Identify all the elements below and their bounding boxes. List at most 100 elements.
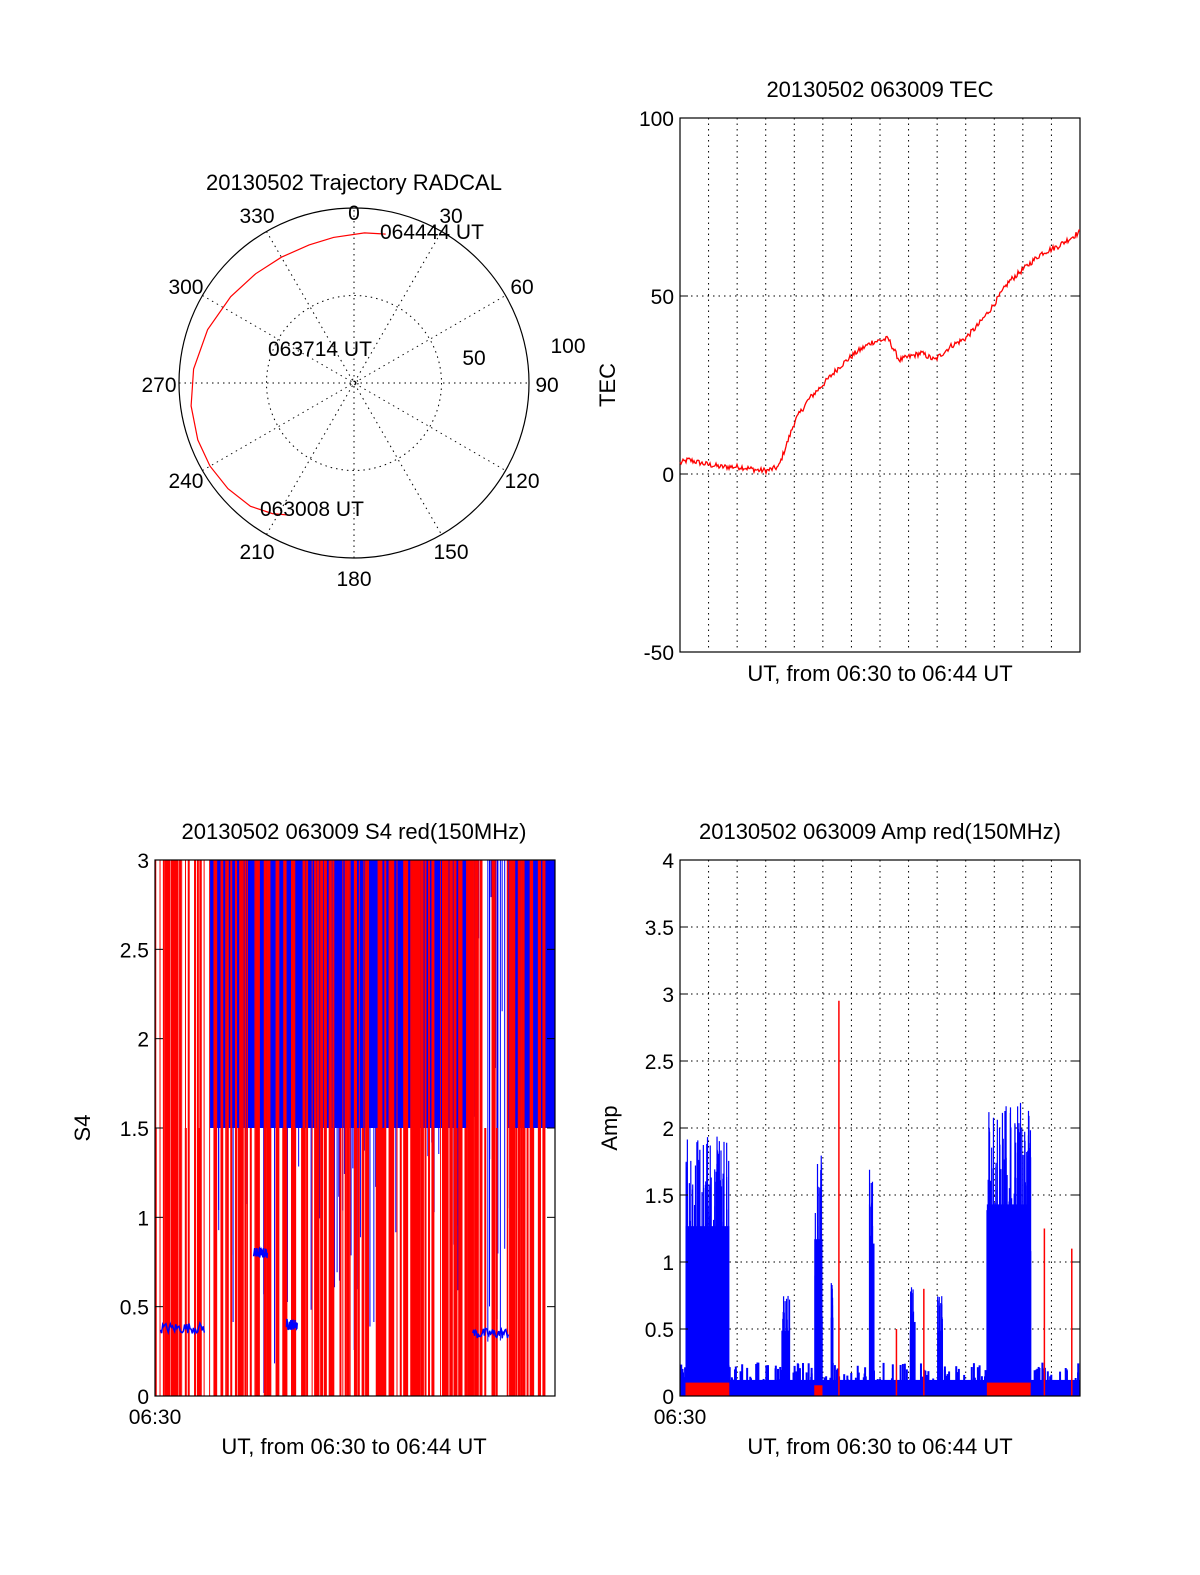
s4-series-traces [154, 860, 555, 1396]
amp-ytick-4: 4 [662, 850, 674, 873]
s4-red-spike [466, 860, 468, 1396]
s4-red-spike [442, 860, 446, 1396]
s4-red-spike [167, 860, 170, 1396]
s4-red-spike [275, 860, 277, 1396]
tec-y-tick-labels: 100 50 0 -50 [639, 108, 1080, 665]
annotation-start-time: 063008 UT [260, 498, 364, 521]
radial-label-100: 100 [550, 335, 585, 358]
amp-blue-burst-fill-5 [910, 1321, 916, 1396]
polar-angle-label-180: 180 [336, 568, 371, 591]
s4-red-spike [510, 860, 514, 1396]
s4-red-spike [530, 860, 534, 1396]
s4-red-spike [379, 860, 383, 1396]
polar-angle-label-90: 90 [535, 374, 558, 397]
s4-red-spike [449, 860, 451, 1396]
s4-x-axis-label: UT, from 06:30 to 06:44 UT [221, 1434, 486, 1459]
s4-red-spike [458, 860, 461, 1396]
s4-red-spike [453, 860, 457, 1396]
s4-red-spike [349, 860, 351, 1396]
trajectory-track-line [190, 232, 386, 516]
s4-red-spike [187, 860, 190, 1396]
s4-red-spike [403, 860, 407, 1396]
tec-ytick-50: 50 [651, 286, 674, 309]
polar-angle-label-30: 30 [439, 205, 462, 228]
s4-red-spike [444, 860, 448, 1396]
amp-blue-burst-fill-7 [986, 1204, 1031, 1396]
s4-red-spike [365, 860, 368, 1396]
s4-x-start-label: 06:30 [129, 1406, 182, 1429]
s4-red-spike [491, 860, 495, 1396]
s4-red-spike [363, 860, 365, 1396]
s4-red-spike [544, 860, 546, 1396]
s4-ytick-3: 3 [137, 850, 149, 873]
s4-ytick-1: 1 [137, 1207, 149, 1230]
s4-red-spike [459, 860, 461, 1396]
tec-x-axis-label: UT, from 06:30 to 06:44 UT [747, 661, 1012, 686]
s4-red-spike [410, 860, 414, 1396]
polar-angle-label-300: 300 [168, 276, 203, 299]
s4-red-spike [509, 860, 512, 1396]
s4-red-spike [520, 860, 523, 1396]
s4-y-tick-labels: 3 2.5 2 1.5 1 0.5 0 [120, 850, 555, 1409]
s4-red-spike [344, 860, 347, 1396]
amp-red-block-0 [685, 1382, 730, 1396]
s4-red-spike [276, 860, 280, 1396]
amp-y-tick-labels: 4 3.5 3 2.5 2 1.5 1 0.5 0 [645, 850, 1080, 1409]
amp-blue-burst-fill-0 [685, 1226, 730, 1396]
s4-red-spike [384, 860, 387, 1396]
s4-red-spike [306, 860, 309, 1396]
s4-red-spike [254, 860, 256, 1396]
amp-x-start-label: 06:30 [654, 1406, 707, 1429]
s4-red-spike [358, 860, 360, 1396]
amp-ytick-0.5: 0.5 [645, 1319, 674, 1342]
tec-chart: 20130502 063009 TEC 100 50 0 -50 TEC UT, fr… [595, 77, 1081, 686]
amp-grid [680, 860, 1080, 1396]
trajectory-polar-chart: 20130502 Trajectory RADCAL 0 30 60 90 120 150… [141, 170, 585, 591]
polar-angle-label-150: 150 [433, 541, 468, 564]
polar-grid [179, 208, 529, 558]
s4-red-spike [214, 860, 218, 1396]
amp-ytick-0: 0 [662, 1386, 674, 1409]
s4-red-spike [396, 860, 398, 1396]
annotation-end-time: 064444 UT [380, 221, 484, 244]
amp-chart: 20130502 063009 Amp red(150MHz) 4 3.5 3 2.5… [597, 819, 1081, 1459]
amp-ytick-3.5: 3.5 [645, 917, 674, 940]
amp-blue-burst-fill-6 [937, 1330, 944, 1396]
s4-red-spike [474, 860, 478, 1396]
s4-red-spike [239, 860, 243, 1396]
s4-red-spike [542, 860, 546, 1396]
polar-angle-label-210: 210 [239, 541, 274, 564]
polar-angle-label-240: 240 [168, 470, 203, 493]
polar-spoke-60 [202, 295, 506, 471]
polar-angle-labels: 0 30 60 90 120 150 180 210 240 270 300 330 [141, 202, 558, 591]
s4-blue-segment-2 [252, 1246, 269, 1259]
polar-outer-circle [178, 207, 530, 559]
s4-red-spike [449, 860, 453, 1396]
amp-red-block-1 [814, 1385, 823, 1396]
s4-red-spike [476, 860, 479, 1396]
s4-red-spike [284, 860, 287, 1396]
amp-red-block-2 [986, 1382, 1031, 1396]
tec-ytick--50: -50 [644, 642, 674, 665]
polar-angle-label-0: 0 [348, 202, 360, 225]
s4-red-spike [353, 860, 357, 1396]
amp-blue-burst-fill-2 [814, 1239, 823, 1396]
amp-blue-burst-fill-4 [869, 1243, 875, 1396]
s4-red-spike [172, 860, 176, 1396]
s4-red-spike [493, 860, 496, 1396]
s4-red-spike [323, 860, 327, 1396]
s4-red-spike [165, 860, 169, 1396]
amp-title: 20130502 063009 Amp red(150MHz) [699, 819, 1061, 844]
s4-red-spike [328, 860, 331, 1396]
s4-red-spike [470, 860, 474, 1396]
amp-blue-baseline [680, 1379, 1080, 1396]
s4-red-spike [241, 860, 244, 1396]
amp-ytick-2: 2 [662, 1118, 674, 1141]
s4-red-spike [517, 860, 521, 1396]
s4-red-spike [388, 860, 392, 1396]
polar-spoke-120 [202, 295, 506, 471]
s4-ytick-2.5: 2.5 [120, 939, 149, 962]
s4-red-spike [209, 860, 211, 1396]
s4-red-spike [220, 860, 222, 1396]
